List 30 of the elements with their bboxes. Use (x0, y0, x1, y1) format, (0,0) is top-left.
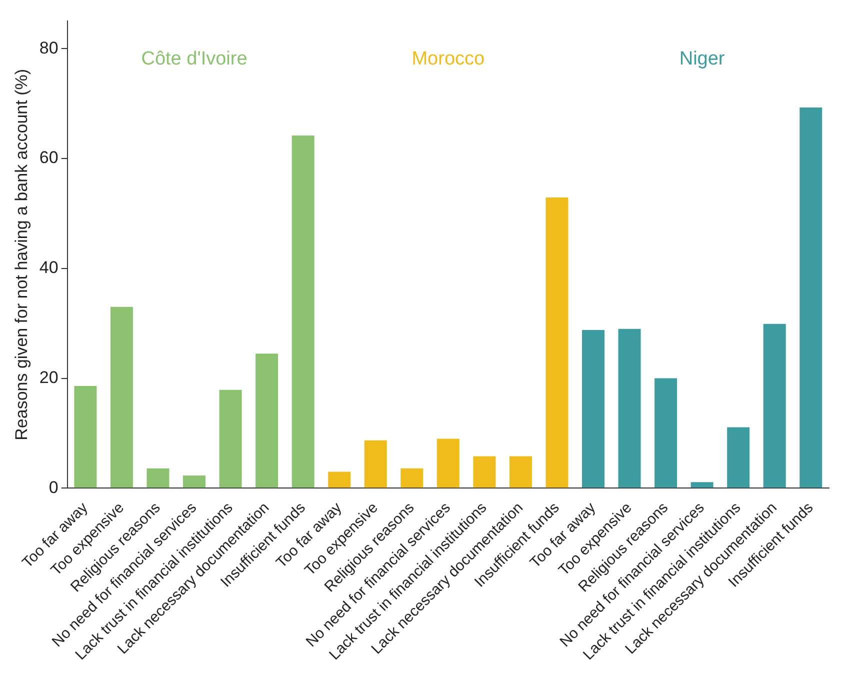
y-axis-title: Reasons given for not having a bank account (%) (12, 68, 31, 440)
bar (800, 107, 822, 488)
y-tick-label: 0 (48, 478, 58, 497)
text: Morocco (412, 48, 485, 70)
bar (727, 427, 750, 488)
bar (654, 378, 678, 488)
bar (473, 456, 496, 488)
bar (546, 198, 568, 488)
bar (74, 386, 97, 488)
y-tick-label: 80 (39, 38, 58, 58)
bar (618, 328, 641, 488)
bar (256, 354, 278, 488)
text: Côte d'Ivoire (141, 48, 248, 70)
bar (110, 306, 133, 488)
bar (763, 324, 786, 488)
bar (582, 330, 604, 488)
bar (183, 476, 206, 488)
bar (509, 456, 532, 488)
bar (219, 390, 242, 488)
bar (436, 438, 460, 488)
bar (400, 468, 424, 488)
bar (292, 135, 314, 488)
bar (328, 472, 351, 488)
y-tick-label: 40 (39, 258, 58, 278)
bar (146, 468, 170, 488)
y-tick-label: 60 (39, 148, 58, 168)
y-tick-label: 20 (39, 368, 58, 387)
bar (690, 482, 714, 488)
bar (364, 440, 387, 488)
text: Niger (679, 48, 726, 70)
